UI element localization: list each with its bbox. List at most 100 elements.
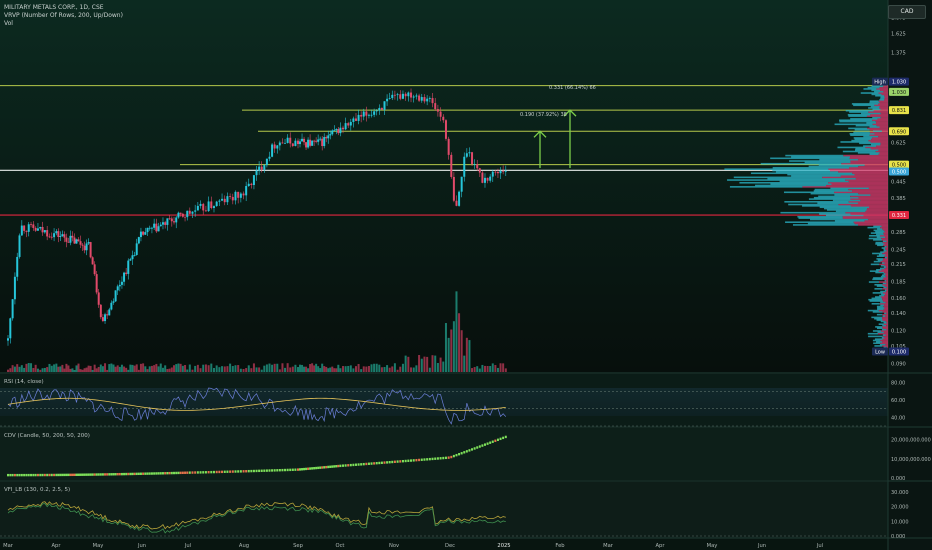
cdv-candle [239,470,242,473]
candle [335,128,338,135]
candle [447,136,450,160]
vrvp-indicator-label[interactable]: VRVP (Number Of Rows, 200, Up/Down) [4,12,123,19]
volume-bar [447,337,450,372]
candle-body [104,314,107,322]
price-badge [889,347,909,356]
cdv-candle [61,473,64,477]
volume-bar [258,367,261,372]
cdv-candle [436,457,439,460]
cdv-candle [360,463,363,466]
cdv-candle [159,472,162,475]
cdv-candle [342,464,345,467]
volume-bar [210,363,213,372]
candle [231,193,234,205]
cdv-candle [357,463,360,466]
volume-bar [114,366,117,372]
candle-body [337,129,340,134]
candle [191,211,194,219]
volume-bar [362,366,365,372]
price-badge-value: 0.500 [892,163,906,169]
volume-bar [496,367,499,372]
candle-body [473,164,476,165]
candle [465,148,468,159]
volume-bar [221,366,224,372]
cdv-candle [258,469,261,473]
candle [463,152,466,182]
cdv-title[interactable]: CDV (Candle, 50, 200, 50, 200) [4,433,90,439]
volume-bar [250,368,253,372]
candle-body [155,223,158,232]
candle [415,93,418,100]
volume-bar [342,366,345,372]
volume-bar [13,366,16,372]
volume-bar [278,369,281,372]
volume-indicator-label[interactable]: Vol [4,20,13,27]
candle-body [127,260,130,274]
cdv-candle [93,473,96,476]
cdv-candle [317,466,320,470]
volume-bar [30,363,33,372]
candle [444,119,447,141]
cdv-candle [458,452,461,456]
volume-bar [291,366,294,372]
cdv-candle [53,473,56,477]
cdv-tick: 10,000,000.000 [891,457,931,463]
candle-body [399,94,402,99]
vfi-title[interactable]: VFI_LB (130, 0.2, 2.5, 5) [4,487,71,493]
cdv-candle [271,469,274,472]
candle [166,218,169,231]
cdv-candle [439,457,442,460]
candle-body [226,196,229,203]
symbol-title[interactable]: MILITARY METALS CORP., 1D, CSE [4,4,104,11]
volume-bar [319,368,322,372]
candle-body [202,203,205,211]
cdv-candle [378,461,381,465]
currency-button[interactable]: CAD [888,5,926,19]
cdv-candle [339,464,342,468]
candle [137,236,140,245]
candle-body [204,210,207,212]
volume-bar [301,364,304,372]
candle-body [423,97,426,102]
volume-bar [123,366,126,372]
volume-bar [9,368,12,372]
candle-body [159,224,162,227]
volume-bar [120,364,123,372]
price-badge [889,167,909,176]
candle [30,221,33,228]
volume-bar [63,368,66,372]
candle [476,159,479,172]
volume-bar [420,358,423,372]
candle [273,141,276,153]
cdv-candle [18,473,21,477]
volume-bar [104,363,107,372]
time-tick: Apr [52,543,62,549]
volume-bar [69,368,72,372]
candle [333,125,336,132]
volume-bar [75,365,78,372]
candle [297,138,299,149]
candle-body [9,318,12,339]
candle-body [335,129,338,131]
candle [471,151,474,166]
candle-body [426,98,429,102]
cdv-candle [110,473,113,476]
candle [16,252,19,281]
candle [455,195,458,207]
cdv-candle [327,465,330,469]
candle [460,176,463,198]
price-badge-value: 0.331 [892,213,906,219]
candle [39,226,42,231]
volume-bar [460,330,463,372]
cdv-candle [242,470,245,473]
volume-bar [110,363,113,372]
volume-bar [465,337,468,372]
volume-bar [166,369,169,372]
cdv-candle [142,472,145,475]
candle-body [173,221,176,223]
cdv-candle [148,472,151,475]
candle [75,238,78,244]
candle [250,182,253,189]
rsi-title[interactable]: RSI (14, close) [4,379,44,385]
